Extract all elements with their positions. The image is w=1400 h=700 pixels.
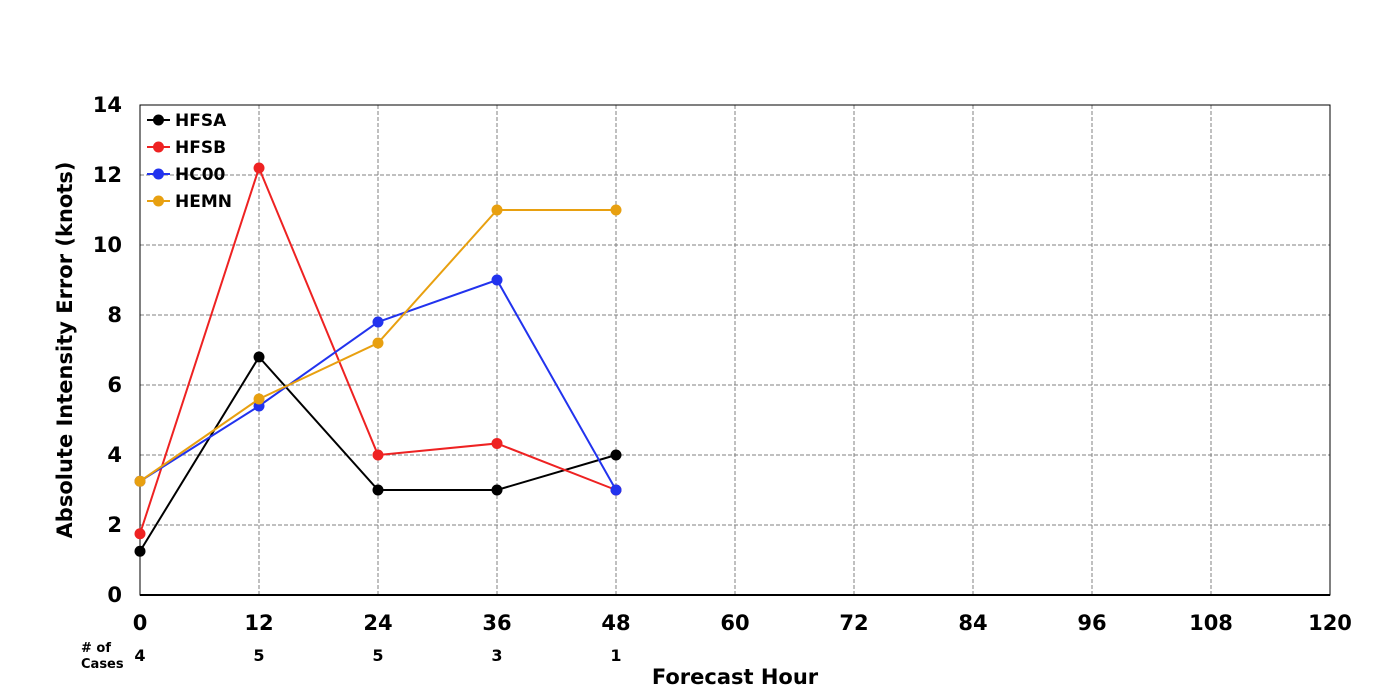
data-point <box>134 475 146 487</box>
x-tick-label: 48 <box>601 611 630 635</box>
data-point <box>372 484 384 496</box>
data-point <box>253 351 265 363</box>
x-tick-label: 96 <box>1077 611 1106 635</box>
data-point <box>491 484 503 496</box>
x-tick-label: 108 <box>1189 611 1233 635</box>
cases-count: 3 <box>491 646 502 665</box>
legend-marker <box>153 141 164 153</box>
y-axis-title: Absolute Intensity Error (knots) <box>53 162 77 539</box>
data-point <box>491 437 503 449</box>
data-point <box>372 337 384 349</box>
series-hemn <box>134 204 622 487</box>
cases-label-line2: Cases <box>81 657 124 672</box>
legend-item-hemn: HEMN <box>147 192 232 212</box>
cases-count: 1 <box>610 646 621 665</box>
data-point <box>372 316 384 328</box>
data-point <box>134 545 146 557</box>
x-axis-title: Forecast Hour <box>652 665 819 689</box>
legend-item-hfsa: HFSA <box>147 111 227 131</box>
y-tick-label: 2 <box>107 513 122 537</box>
data-point <box>253 393 265 405</box>
y-tick-label: 4 <box>107 443 122 467</box>
legend-label: HFSB <box>175 138 226 158</box>
x-tick-label: 72 <box>839 611 868 635</box>
data-point <box>491 274 503 286</box>
legend-label: HEMN <box>175 192 232 212</box>
cases-count: 4 <box>134 646 145 665</box>
series-hfsa <box>134 351 622 557</box>
cases-count: 5 <box>372 646 383 665</box>
legend-label: HFSA <box>175 111 227 131</box>
legend-marker <box>153 195 164 207</box>
x-tick-label: 84 <box>958 611 987 635</box>
y-tick-label: 8 <box>107 303 122 327</box>
x-tick-label: 60 <box>720 611 749 635</box>
data-point <box>610 484 622 496</box>
data-point <box>491 204 503 216</box>
y-tick-label: 12 <box>93 163 122 187</box>
data-point <box>372 449 384 461</box>
x-tick-label: 120 <box>1308 611 1352 635</box>
data-point <box>610 204 622 216</box>
x-tick-label: 0 <box>133 611 148 635</box>
series-lines <box>134 162 622 557</box>
legend-marker <box>153 168 164 180</box>
data-point <box>134 528 146 540</box>
x-tick-label: 12 <box>244 611 273 635</box>
legend-label: HC00 <box>175 165 226 185</box>
data-point <box>253 162 265 174</box>
y-tick-label: 6 <box>107 373 122 397</box>
legend: HFSA HFSB HC00 HEMN <box>147 111 232 212</box>
legend-item-hc00: HC00 <box>147 165 226 185</box>
legend-marker <box>153 114 164 126</box>
y-tick-label: 0 <box>107 583 122 607</box>
axes <box>139 104 1331 596</box>
y-tick-label: 14 <box>93 93 122 117</box>
x-tick-label: 24 <box>363 611 392 635</box>
y-tick-label: 10 <box>93 233 122 257</box>
legend-item-hfsb: HFSB <box>147 138 226 158</box>
data-point <box>610 449 622 461</box>
grid <box>140 105 1330 595</box>
x-tick-label: 36 <box>482 611 511 635</box>
cases-count: 5 <box>253 646 264 665</box>
cases-label-line1: # of <box>81 641 111 656</box>
